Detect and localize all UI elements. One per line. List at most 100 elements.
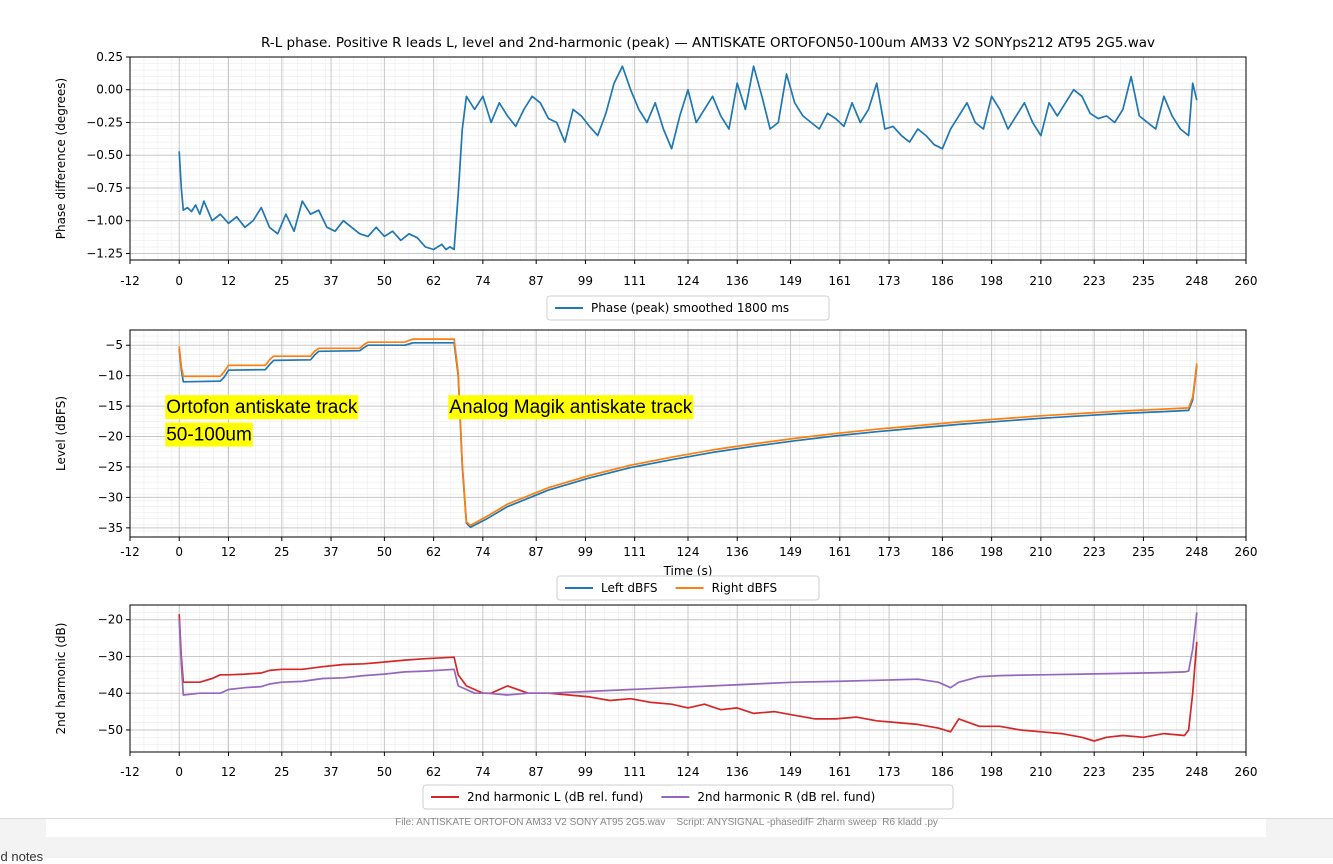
x-tick-label: 198 — [980, 545, 1003, 559]
y-tick-label: −30 — [98, 649, 123, 663]
y-tick-label: −20 — [98, 430, 123, 444]
chart-title: R-L phase. Positive R leads L, level and… — [261, 35, 1155, 51]
x-tick-label: 87 — [529, 545, 544, 559]
x-tick-label: -12 — [120, 545, 140, 559]
annotation-highlight — [165, 422, 253, 447]
x-tick-label: 136 — [726, 274, 749, 288]
y-tick-label: −30 — [98, 490, 123, 504]
y-tick-label: −50 — [98, 723, 123, 737]
x-tick-label: 12 — [221, 545, 236, 559]
x-tick-label: 149 — [779, 765, 802, 779]
y-tick-label: −25 — [98, 460, 123, 474]
x-tick-label: 12 — [221, 765, 236, 779]
chart-panel-3: -12 0 12 25 37 50 62 74 87 99 111 124 136 149 161 173 18… — [54, 604, 1258, 810]
x-tick-label: 173 — [878, 765, 901, 779]
series-line-h2R — [178, 612, 1198, 696]
legend: 2nd harmonic L (dB rel. fund) 2nd harmoni… — [422, 784, 954, 810]
figure-bottom-margin — [46, 819, 1266, 837]
x-tick-label: 223 — [1083, 274, 1106, 288]
x-tick-label: 99 — [578, 545, 593, 559]
y-axis-label: 2nd harmonic (dB) — [54, 623, 68, 735]
x-tick-label: 124 — [677, 545, 700, 559]
annotation-highlight — [448, 395, 694, 420]
y-tick-label: −20 — [98, 613, 123, 627]
x-tick-label: 37 — [323, 765, 338, 779]
annotation-3: Analog Magik antiskate track — [448, 395, 694, 420]
x-tick-label: 173 — [878, 274, 901, 288]
x-tick-label: 0 — [175, 765, 183, 779]
annotation-text: 50-100um — [166, 425, 252, 446]
x-tick-label: 124 — [677, 765, 700, 779]
x-tick-label: 161 — [828, 765, 851, 779]
legend: Phase (peak) smoothed 1800 ms — [546, 295, 830, 321]
x-tick-label: 12 — [221, 274, 236, 288]
x-tick-label: 248 — [1185, 545, 1208, 559]
legend-label: 2nd harmonic L (dB rel. fund) — [467, 790, 643, 804]
y-tick-label: −0.25 — [86, 115, 123, 129]
series-line-h2L — [178, 614, 1198, 742]
x-tick-label: 161 — [828, 274, 851, 288]
annotation-highlight — [165, 395, 359, 420]
y-tick-label: 0.25 — [96, 50, 123, 64]
x-tick-label: 111 — [623, 274, 646, 288]
series-line-right — [178, 338, 1198, 527]
major-grid — [129, 605, 1247, 752]
major-grid — [129, 56, 1247, 260]
notes-strip: ld notes — [0, 818, 1333, 864]
x-tick-label: 149 — [779, 545, 802, 559]
annotation-1: Ortofon antiskate track — [165, 395, 359, 420]
y-tick-label: −0.75 — [86, 181, 123, 195]
x-tick-label: 223 — [1083, 545, 1106, 559]
x-tick-label: 74 — [475, 274, 490, 288]
y-tick-label: −10 — [98, 369, 123, 383]
x-tick-label: 198 — [980, 274, 1003, 288]
legend: Left dBFS Right dBFS — [556, 575, 820, 601]
x-tick-label: 50 — [377, 274, 392, 288]
y-tick-label: −5 — [105, 338, 123, 352]
x-tick-label: 235 — [1132, 274, 1155, 288]
x-tick-label: 186 — [931, 274, 954, 288]
x-tick-label: 235 — [1132, 545, 1155, 559]
x-tick-label: 136 — [726, 545, 749, 559]
y-tick-label: −1.00 — [86, 214, 123, 228]
x-tick-label: 210 — [1029, 274, 1052, 288]
x-tick-label: 62 — [426, 274, 441, 288]
x-tick-label: 87 — [529, 765, 544, 779]
y-tick-label: −35 — [98, 521, 123, 535]
y-tick-label: −0.50 — [86, 148, 123, 162]
x-tick-label: 87 — [529, 274, 544, 288]
legend-box — [546, 295, 830, 321]
x-tick-label: 210 — [1029, 765, 1052, 779]
x-tick-label: 25 — [274, 765, 289, 779]
x-tick-label: 62 — [426, 765, 441, 779]
series-line-left — [178, 341, 1198, 529]
x-tick-label: -12 — [120, 274, 140, 288]
x-tick-label: 25 — [274, 545, 289, 559]
y-tick-label: −15 — [98, 399, 123, 413]
x-tick-label: 50 — [377, 545, 392, 559]
x-tick-label: 260 — [1235, 765, 1258, 779]
x-tick-label: 186 — [931, 765, 954, 779]
x-tick-label: 74 — [475, 545, 490, 559]
x-tick-label: 25 — [274, 274, 289, 288]
x-tick-label: 235 — [1132, 765, 1155, 779]
y-tick-label: −40 — [98, 686, 123, 700]
major-grid — [129, 330, 1247, 537]
y-axis-label: Level (dBFS) — [54, 396, 68, 471]
annotation-2: 50-100um — [165, 422, 253, 447]
chart-panel-2: -12 0 12 25 37 50 62 74 87 99 111 124 136 149 161 173 18… — [54, 329, 1257, 601]
file-footer: File: ANTISKATE ORTOFON AM33 V2 SONY AT9… — [395, 817, 938, 828]
x-tick-label: 111 — [623, 545, 646, 559]
y-tick-label: −1.25 — [86, 246, 123, 260]
legend-label: Left dBFS — [601, 581, 658, 595]
x-tick-label: 186 — [931, 545, 954, 559]
x-tick-label: 99 — [578, 765, 593, 779]
x-tick-label: 124 — [677, 274, 700, 288]
x-tick-label: 260 — [1235, 274, 1258, 288]
chart-panel-1: -12 0 12 25 37 50 62 74 87 99 111 124 136 149 161 173 18… — [54, 35, 1258, 321]
y-tick-label: 0.00 — [96, 83, 123, 97]
x-tick-label: 111 — [623, 765, 646, 779]
legend-label: Right dBFS — [712, 581, 778, 595]
x-tick-label: 210 — [1029, 545, 1052, 559]
x-tick-label: 161 — [828, 545, 851, 559]
